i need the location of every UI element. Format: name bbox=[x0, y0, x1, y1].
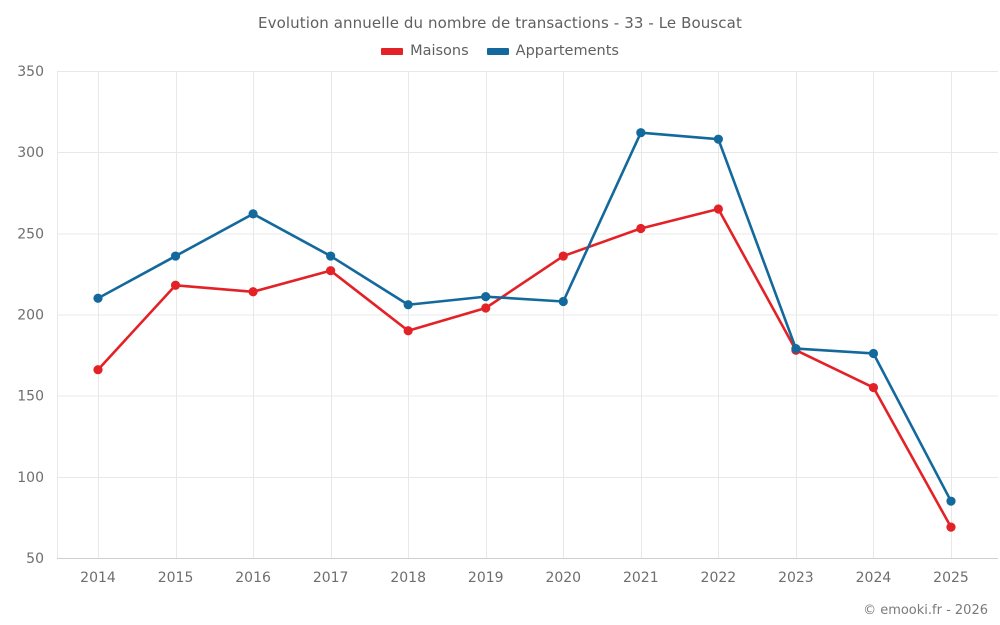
footer-credit: © emooki.fr - 2026 bbox=[863, 603, 988, 618]
data-point-marker[interactable] bbox=[403, 326, 413, 336]
x-axis-tick-label: 2016 bbox=[235, 570, 271, 586]
data-point-marker[interactable] bbox=[170, 280, 181, 290]
data-point-marker[interactable] bbox=[868, 348, 879, 359]
x-axis-tick-label: 2020 bbox=[545, 570, 581, 586]
data-point-marker[interactable] bbox=[326, 266, 336, 276]
series-layer bbox=[93, 128, 956, 532]
x-axis-tick-label: 2019 bbox=[468, 570, 504, 586]
data-point-marker[interactable] bbox=[93, 293, 103, 303]
legend-item-maisons[interactable]: Maisons bbox=[381, 43, 469, 59]
y-axis-tick-label: 300 bbox=[17, 145, 44, 161]
data-point-marker[interactable] bbox=[248, 287, 258, 297]
x-axis-tick-label: 2024 bbox=[856, 570, 892, 586]
x-axis-tick-label: 2017 bbox=[313, 570, 349, 586]
chart-legend: Maisons Appartements bbox=[0, 43, 1000, 59]
data-point-marker[interactable] bbox=[868, 382, 879, 393]
y-axis-tick-label: 250 bbox=[17, 226, 44, 242]
x-axis-tick-label: 2018 bbox=[390, 570, 426, 586]
x-axis-tick-labels: 2014 2015 2016 2017 2018 2019 2020 2021 2022 2023… bbox=[80, 570, 969, 586]
data-point-marker[interactable] bbox=[481, 292, 491, 302]
chart-title: Evolution annuelle du nombre de transact… bbox=[258, 14, 742, 32]
y-axis-tick-label: 100 bbox=[17, 470, 44, 486]
y-axis-tick-labels: 50 100 150 200 250 300 350 bbox=[17, 64, 44, 567]
data-point-marker[interactable] bbox=[713, 204, 723, 214]
data-point-marker[interactable] bbox=[93, 365, 103, 375]
legend-label-maisons: Maisons bbox=[410, 43, 469, 59]
data-point-marker[interactable] bbox=[558, 251, 568, 261]
data-point-marker[interactable] bbox=[636, 128, 646, 138]
data-point-marker[interactable] bbox=[403, 300, 413, 310]
data-point-marker[interactable] bbox=[170, 251, 181, 261]
grid-layer bbox=[57, 71, 998, 559]
data-point-marker[interactable] bbox=[946, 522, 956, 532]
legend-swatch-maisons bbox=[381, 47, 404, 55]
legend-label-appartements: Appartements bbox=[515, 43, 619, 59]
y-axis-tick-label: 50 bbox=[26, 551, 44, 567]
x-axis-tick-label: 2021 bbox=[623, 570, 659, 586]
data-point-marker[interactable] bbox=[713, 134, 723, 144]
x-axis-tick-label: 2025 bbox=[933, 570, 969, 586]
data-point-marker[interactable] bbox=[946, 496, 956, 506]
data-point-marker[interactable] bbox=[481, 303, 491, 313]
data-point-marker[interactable] bbox=[326, 251, 336, 261]
data-point-marker[interactable] bbox=[558, 296, 568, 307]
legend-swatch-appartements bbox=[486, 47, 509, 55]
x-axis-tick-label: 2022 bbox=[701, 570, 737, 586]
y-axis-tick-label: 150 bbox=[17, 389, 44, 405]
series-line-appartements bbox=[96, 131, 953, 503]
x-axis-tick-label: 2015 bbox=[158, 570, 194, 586]
legend-item-appartements[interactable]: Appartements bbox=[486, 43, 619, 59]
x-axis-tick-label: 2014 bbox=[80, 570, 116, 586]
data-point-marker[interactable] bbox=[636, 223, 646, 234]
data-point-marker[interactable] bbox=[248, 209, 258, 219]
x-axis-tick-label: 2023 bbox=[778, 570, 814, 586]
series-line-maisons bbox=[96, 207, 953, 529]
y-axis-tick-label: 350 bbox=[17, 64, 44, 80]
data-point-marker[interactable] bbox=[791, 343, 801, 354]
y-axis-tick-label: 200 bbox=[17, 308, 44, 324]
